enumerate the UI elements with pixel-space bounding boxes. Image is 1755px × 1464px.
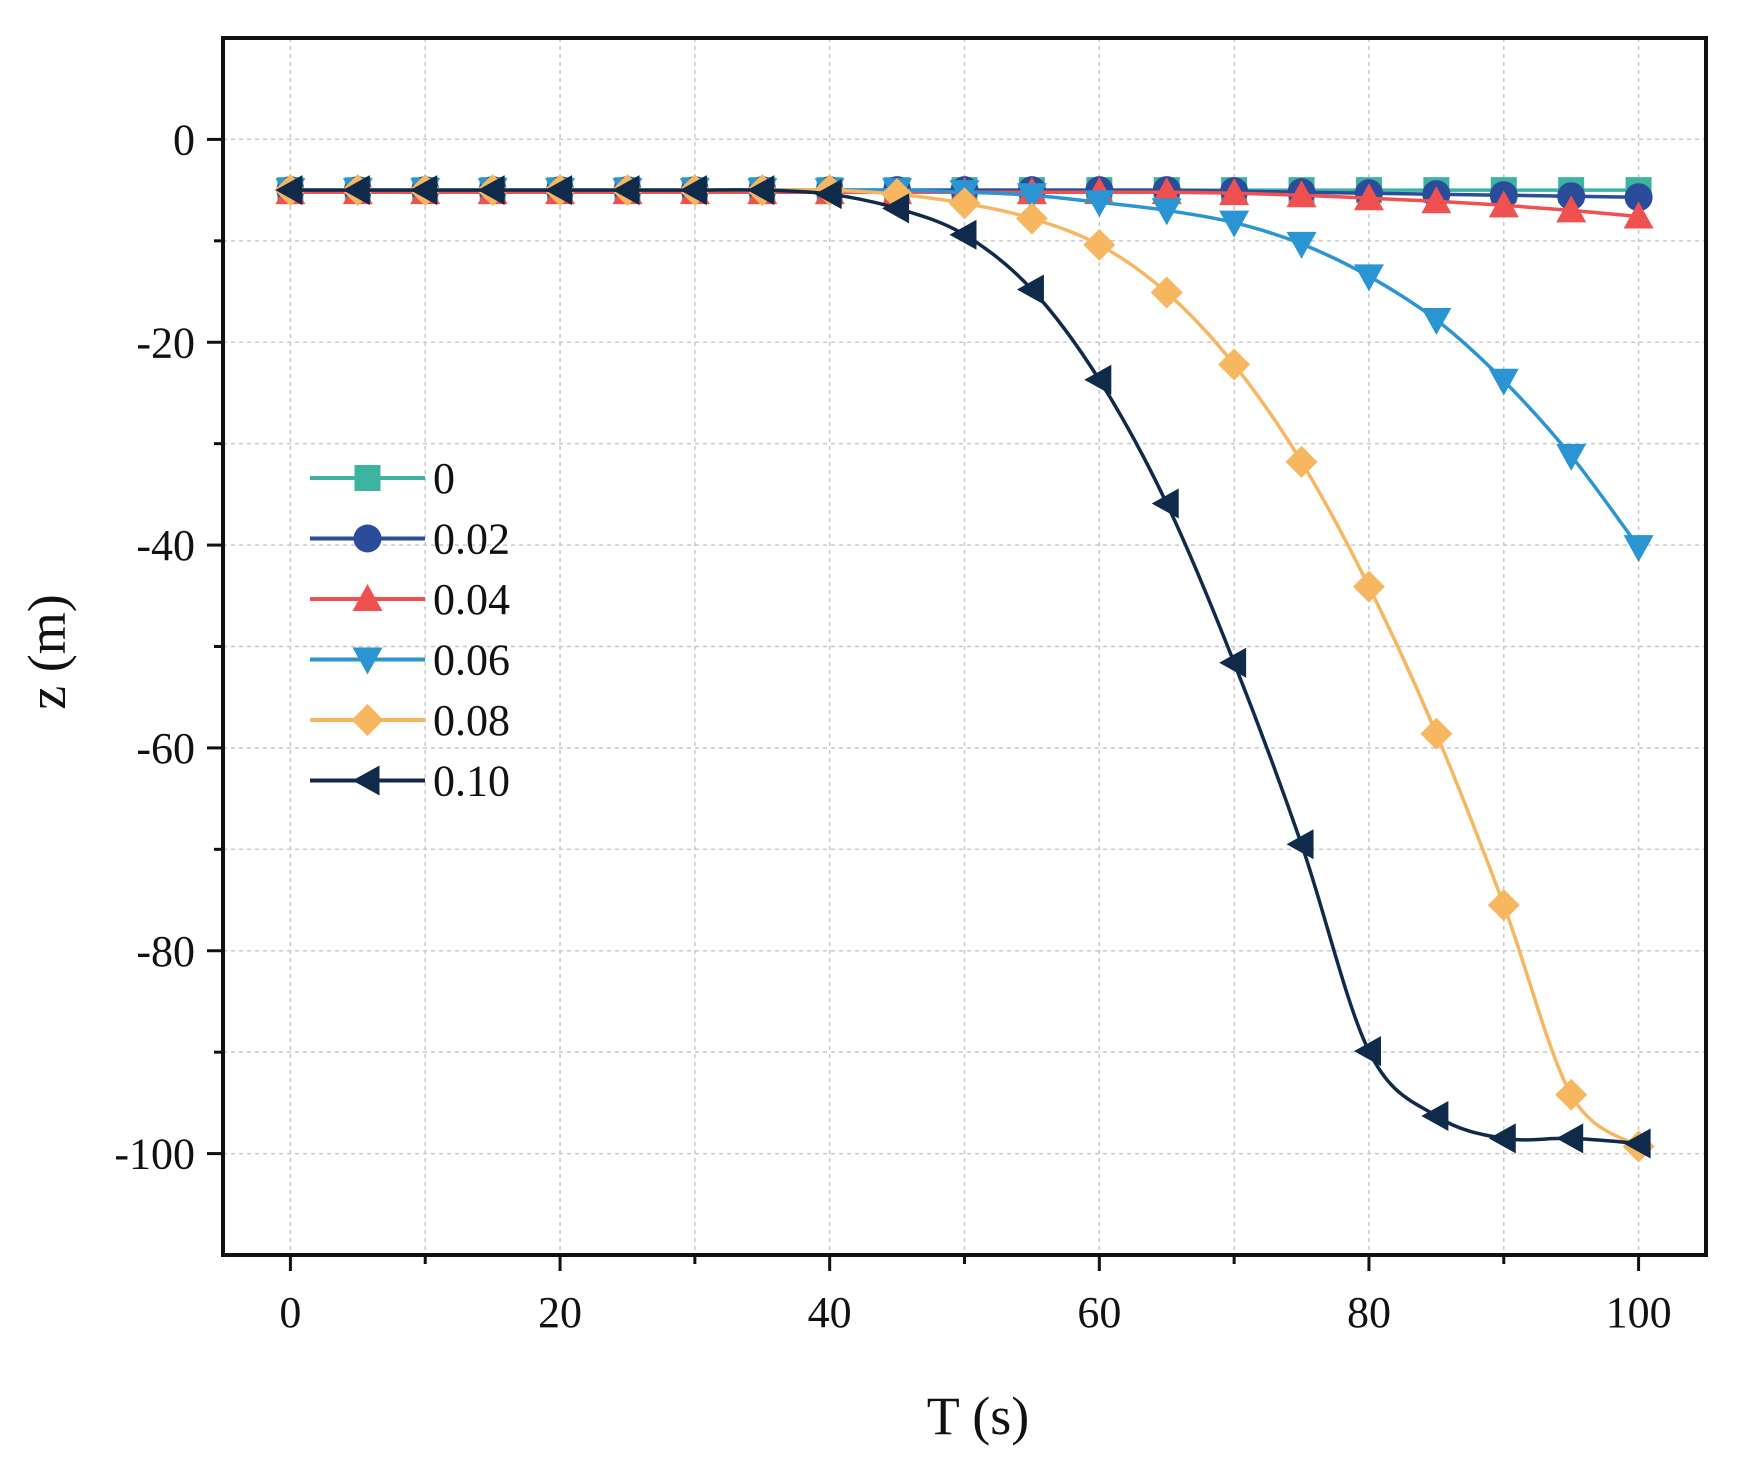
data-point: [1286, 180, 1317, 208]
data-point: [342, 175, 370, 206]
legend-label: 0.02: [433, 515, 510, 564]
x-tick-label: 40: [808, 1288, 852, 1337]
data-point: [1556, 443, 1587, 471]
data-point: [1151, 488, 1179, 519]
data-point: [1556, 1123, 1584, 1154]
legend-label: 0.04: [433, 575, 510, 624]
data-point: [1285, 445, 1318, 478]
legend-label: 0.06: [433, 636, 510, 685]
data-point: [1218, 348, 1251, 381]
data-point: [275, 175, 303, 206]
legend-marker: [353, 524, 382, 553]
data-point: [1286, 829, 1314, 860]
legend-label: 0: [433, 454, 455, 503]
data-point: [1016, 274, 1044, 305]
legend-marker: [351, 704, 384, 736]
y-tick-label: -100: [114, 1130, 195, 1179]
legend-marker: [354, 465, 381, 491]
data-point: [1084, 190, 1115, 218]
data-point: [679, 175, 707, 206]
x-tick-label: 80: [1347, 1288, 1391, 1337]
data-point: [1421, 186, 1452, 214]
legend: 0 0.02 0.04 0.06 0.08 0.10: [310, 454, 510, 806]
data-point: [545, 175, 573, 206]
x-tick-label: 20: [538, 1288, 582, 1337]
data-point: [1623, 1128, 1651, 1159]
data-point: [1084, 364, 1112, 395]
series-layer: [274, 174, 1655, 1163]
legend-marker: [352, 647, 383, 675]
data-point: [612, 175, 640, 206]
legend-item: 0.08: [310, 696, 510, 745]
data-point: [1286, 231, 1317, 259]
y-tick-label: -60: [136, 724, 195, 773]
data-point: [948, 187, 981, 220]
y-axis-title: z (m): [17, 594, 77, 709]
data-point: [1150, 276, 1183, 309]
data-point: [1219, 647, 1247, 678]
data-point: [814, 179, 842, 210]
data-point: [1555, 1078, 1588, 1111]
data-point: [1219, 210, 1250, 238]
legend-label: 0.10: [433, 757, 510, 806]
data-point: [1353, 183, 1384, 211]
data-point: [882, 193, 910, 224]
data-point: [1488, 1123, 1516, 1154]
data-point: [1488, 190, 1519, 218]
legend-label: 0.08: [433, 696, 510, 745]
data-point: [1624, 183, 1653, 212]
data-point: [1219, 178, 1250, 206]
data-point: [1488, 368, 1519, 396]
data-point: [1487, 889, 1520, 922]
x-tick-label: 0: [279, 1288, 301, 1337]
data-point: [1353, 264, 1384, 292]
data-point: [1420, 717, 1453, 750]
y-tick-label: -20: [136, 318, 195, 367]
legend-marker: [352, 765, 380, 796]
x-tick-label: 60: [1077, 1288, 1121, 1337]
data-point: [1015, 202, 1048, 235]
x-tick-label: 100: [1606, 1288, 1672, 1337]
data-point: [1421, 307, 1452, 335]
data-point: [1151, 177, 1182, 205]
y-tick-label: 0: [173, 115, 195, 164]
legend-item: 0.04: [310, 575, 510, 624]
y-tick-label: -40: [136, 521, 195, 570]
data-point: [477, 175, 505, 206]
x-axis-title: T (s): [927, 1386, 1030, 1446]
data-point: [1623, 535, 1654, 563]
legend-marker: [352, 584, 383, 611]
legend-item: 0.06: [310, 636, 510, 685]
legend-item: 0.10: [310, 757, 510, 806]
series-0.10: [275, 175, 1651, 1159]
axis-layer: 0 20 40 60 80 100 0 -20 -40 -60 -80 -100: [114, 115, 1671, 1337]
data-point: [1421, 1101, 1449, 1132]
data-point: [1556, 195, 1587, 223]
y-tick-label: -80: [136, 927, 195, 976]
data-point: [1083, 228, 1116, 261]
data-point: [747, 175, 775, 206]
data-point: [1151, 198, 1182, 226]
legend-item: 0.02: [310, 515, 510, 564]
data-point: [410, 175, 438, 206]
data-point: [1016, 183, 1047, 211]
data-point: [949, 219, 977, 250]
legend-item: 0: [310, 454, 455, 503]
data-point: [1352, 570, 1385, 603]
data-point: [1623, 201, 1654, 229]
data-point: [1353, 1036, 1381, 1067]
